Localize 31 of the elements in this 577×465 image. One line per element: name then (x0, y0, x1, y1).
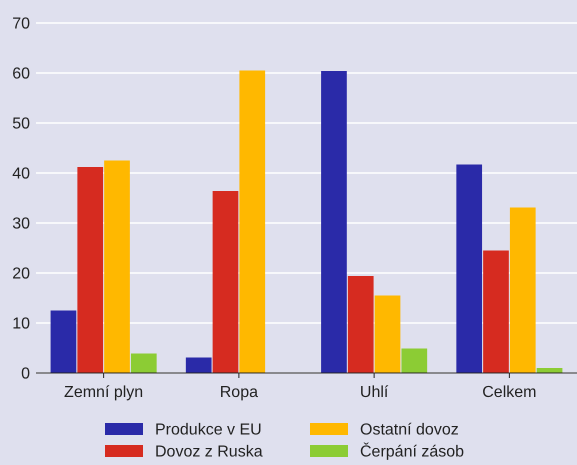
legend-label: Produkce v EU (155, 422, 262, 439)
y-tick-label: 60 (12, 66, 30, 83)
bar (186, 358, 212, 373)
y-tick-label: 50 (12, 116, 30, 133)
legend-label: Ostatní dovoz (360, 422, 459, 439)
bar (104, 160, 130, 373)
bar (50, 310, 76, 373)
y-tick-label: 20 (12, 266, 30, 283)
bar (321, 71, 347, 373)
bar (239, 70, 266, 373)
y-tick-label: 0 (21, 366, 30, 383)
bar (456, 164, 482, 373)
y-tick-label: 40 (12, 166, 30, 183)
legend-label: Čerpání zásob (360, 442, 464, 461)
x-tick-label: Zemní plyn (64, 384, 144, 401)
bar (77, 167, 104, 373)
y-tick-label: 10 (12, 316, 30, 333)
y-tick-label: 30 (12, 216, 30, 233)
x-tick-label: Uhlí (360, 384, 389, 401)
bar (483, 250, 509, 373)
bar (536, 368, 562, 373)
y-tick-label: 70 (12, 16, 30, 33)
bar (510, 208, 536, 373)
x-tick-label: Celkem (482, 384, 536, 401)
bar (130, 354, 157, 373)
x-tick-label: Ropa (220, 384, 258, 401)
bar (401, 348, 428, 373)
legend-label: Dovoz z Ruska (155, 444, 263, 461)
bar (374, 296, 400, 373)
bar (212, 191, 238, 373)
bar (348, 276, 374, 373)
